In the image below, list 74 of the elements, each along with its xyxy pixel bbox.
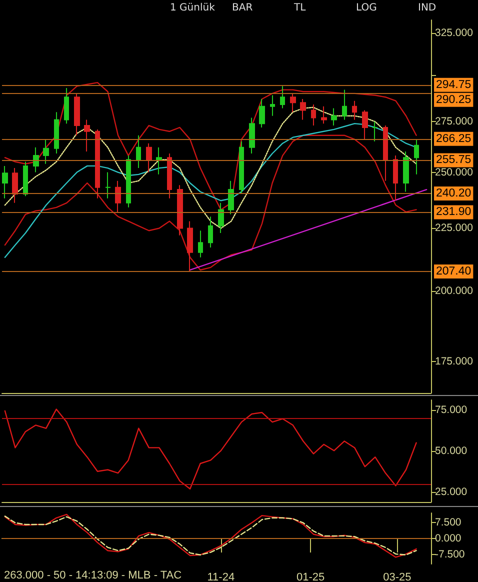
y-tick-label: 0.000 [435, 532, 462, 544]
candlestick [146, 142, 152, 173]
text: IND [418, 2, 436, 14]
text: 1 Günlük [170, 2, 216, 14]
candlestick [95, 128, 100, 199]
candlestick [218, 202, 224, 234]
ref-line-label: 290.25 [436, 94, 472, 106]
candlestick [208, 216, 213, 248]
y-tick-label: 200.000 [435, 284, 474, 297]
candlestick [249, 117, 255, 154]
line-series [4, 134, 417, 271]
y-tick-label: 75.000 [435, 404, 468, 416]
x-tick-label: 11-24 [207, 572, 235, 582]
ref-line-label: 255.75 [436, 154, 472, 166]
candlestick [270, 94, 275, 116]
candlestick [259, 98, 265, 128]
y-tick-label: 25.000 [435, 486, 468, 498]
ref-line-label: 266.25 [436, 132, 472, 145]
ref-line-label: 294.75 [436, 78, 472, 91]
candlestick [300, 98, 306, 120]
y-tick-label: -7.500 [435, 548, 465, 560]
candlestick [352, 100, 357, 120]
candlestick [342, 89, 347, 120]
line-series [4, 106, 417, 229]
candlestick [167, 152, 172, 199]
text: BAR [232, 2, 253, 14]
candlestick [198, 230, 203, 258]
y-tick-label: 175.000 [435, 356, 474, 368]
x-tick-label: 01-25 [296, 572, 325, 582]
y-tick-label: 225.000 [435, 222, 474, 234]
line-series [4, 122, 417, 258]
ref-line-label: 231.90 [436, 206, 472, 218]
text: LOG [356, 2, 377, 14]
candlestick [126, 155, 131, 208]
candlestick [393, 155, 398, 202]
candlestick [321, 106, 327, 124]
candlestick [187, 220, 193, 272]
candlestick [403, 150, 409, 192]
candlestick [12, 168, 18, 204]
candlestick [74, 92, 80, 136]
candlestick [136, 134, 141, 169]
candlestick [23, 161, 28, 197]
candlestick [43, 138, 49, 164]
candlestick [115, 180, 121, 212]
candlestick [383, 125, 388, 182]
y-tick-label: 7.500 [435, 516, 462, 529]
line-series [4, 82, 417, 210]
ref-line-label: 240.20 [436, 188, 472, 200]
candlestick [239, 140, 244, 194]
y-tick-label: 250.000 [435, 166, 474, 178]
line-series [4, 408, 417, 490]
candlestick [372, 121, 378, 142]
x-tick-label: 03-25 [383, 572, 412, 582]
candlestick [2, 165, 8, 199]
y-tick-label: 275.000 [435, 116, 474, 128]
candlestick [280, 86, 285, 109]
candlestick [64, 87, 69, 124]
text: 263.000 - 50 - 14:13:09 - MLB - TAC [4, 570, 182, 582]
ref-line-label: 207.40 [436, 266, 472, 278]
candlestick [156, 146, 162, 175]
candlestick [33, 146, 39, 173]
candlestick [177, 184, 183, 236]
candlestick [414, 138, 419, 175]
candlestick [228, 180, 234, 215]
candlestick [54, 112, 59, 154]
y-tick-label: 325.000 [435, 26, 474, 39]
candlestick [84, 119, 90, 152]
y-tick-label: 50.000 [435, 445, 468, 457]
candlestick [290, 92, 296, 113]
candlestick [311, 104, 316, 126]
candlestick [362, 110, 368, 140]
candlestick [331, 108, 337, 126]
candlestick [105, 172, 111, 199]
text: TL [293, 2, 306, 14]
